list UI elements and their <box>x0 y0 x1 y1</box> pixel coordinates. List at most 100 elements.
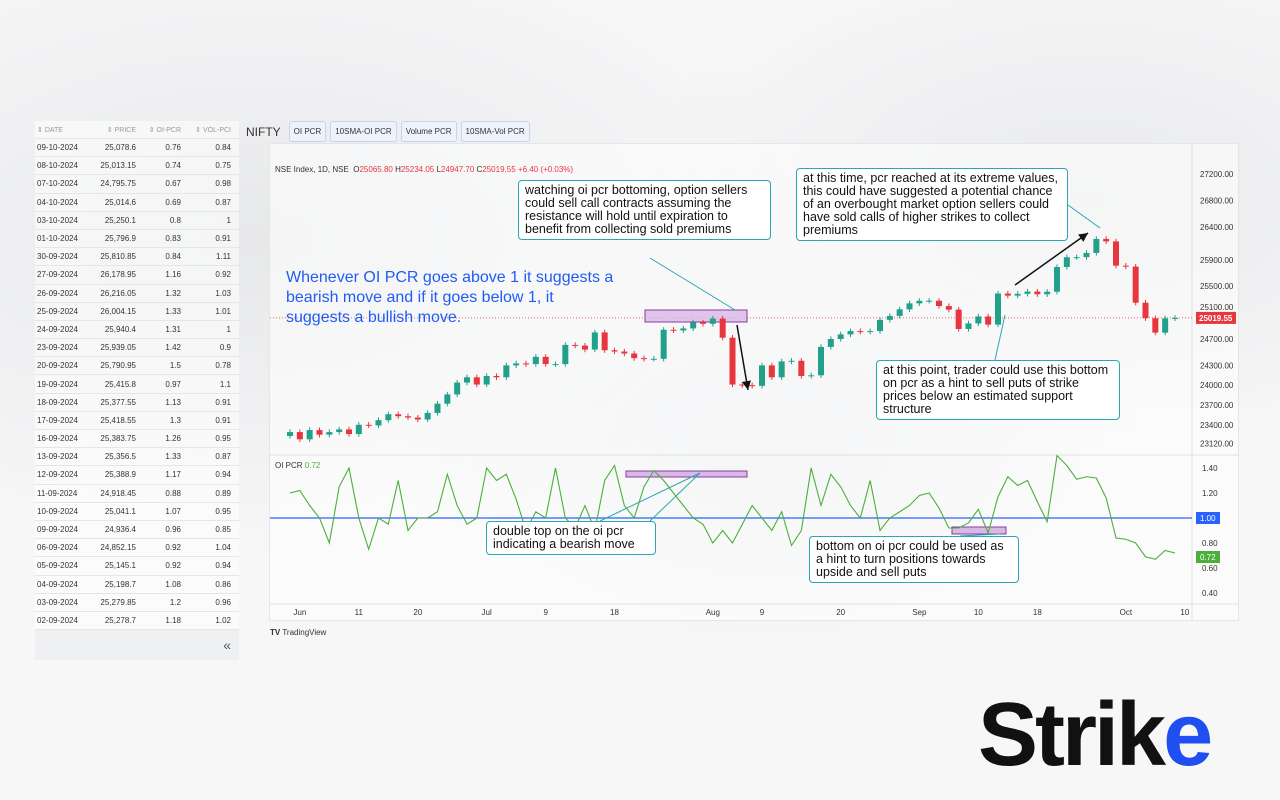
table-cell: 0.91 <box>215 397 231 407</box>
table-cell: 0.91 <box>215 415 231 425</box>
table-row[interactable]: 13-09-2024 25,356.5 1.33 0.87 <box>35 448 239 467</box>
price-tick: 23400.00 <box>1200 421 1234 430</box>
candle <box>336 429 343 433</box>
table-row[interactable]: 02-09-2024 25,278.7 1.18 1.02 <box>35 612 239 631</box>
table-row[interactable]: 24-09-2024 25,940.4 1.31 1 <box>35 321 239 340</box>
connector-n3 <box>994 314 1006 361</box>
table-row[interactable]: 08-10-2024 25,013.15 0.74 0.75 <box>35 157 239 176</box>
table-row[interactable]: 07-10-2024 24,795.75 0.67 0.98 <box>35 175 239 194</box>
candle <box>601 332 608 351</box>
table-cell: 26,216.05 <box>100 288 136 298</box>
tradingview-logo[interactable]: TV TradingView <box>270 628 327 637</box>
table-cell: 0.75 <box>215 161 231 171</box>
candle <box>709 318 716 324</box>
time-tick: 20 <box>836 608 845 617</box>
price-tick: 24300.00 <box>1200 361 1234 370</box>
table-cell: 25,796.9 <box>104 234 136 244</box>
table-row[interactable]: 11-09-2024 24,918.45 0.88 0.89 <box>35 485 239 503</box>
table-cell: 19-09-2024 <box>37 379 78 389</box>
collapse-button[interactable]: « <box>35 630 239 661</box>
table-cell: 07-10-2024 <box>37 179 78 189</box>
candle <box>326 432 333 435</box>
table-cell: 0.96 <box>215 597 231 607</box>
candle <box>316 430 323 435</box>
table-cell: 20-09-2024 <box>37 361 78 371</box>
table-row[interactable]: 25-09-2024 26,004.15 1.33 1.01 <box>35 303 239 321</box>
tab-oi-pcr[interactable]: OI PCR <box>288 121 327 142</box>
table-row[interactable]: 27-09-2024 26,178.95 1.16 0.92 <box>35 266 239 285</box>
table-row[interactable]: 20-09-2024 25,790.95 1.5 0.78 <box>35 357 239 376</box>
symbol-label: NSE Index, 1D, NSE <box>275 165 349 174</box>
table-cell: 0.87 <box>215 452 231 462</box>
table-row[interactable]: 09-09-2024 24,936.4 0.96 0.85 <box>35 521 239 540</box>
table-cell: 1.11 <box>216 252 231 262</box>
table-cell: 06-09-2024 <box>37 543 78 553</box>
table-row[interactable]: 06-09-2024 24,852.15 0.92 1.04 <box>35 539 239 558</box>
table-cell: 25,940.4 <box>104 324 136 334</box>
candle <box>729 337 736 385</box>
time-tick: 9 <box>760 608 765 617</box>
table-row[interactable]: 05-09-2024 25,145.1 0.92 0.94 <box>35 557 239 576</box>
table-cell: 0.88 <box>165 488 181 498</box>
table-row[interactable]: 16-09-2024 25,383.75 1.26 0.95 <box>35 430 239 449</box>
table-cell: 09-10-2024 <box>37 143 78 153</box>
table-cell: 25,014.6 <box>104 197 136 207</box>
table-row[interactable]: 01-10-2024 25,796.9 0.83 0.91 <box>35 230 239 249</box>
table-cell: 25,939.05 <box>100 343 136 353</box>
table-row[interactable]: 03-10-2024 25,250.1 0.8 1 <box>35 212 239 230</box>
table-row[interactable]: 04-10-2024 25,014.6 0.69 0.87 <box>35 194 239 212</box>
pcr-bottom-box <box>951 526 1007 535</box>
table-row[interactable]: 03-09-2024 25,279.85 1.2 0.96 <box>35 594 239 612</box>
table-row[interactable]: 18-09-2024 25,377.55 1.13 0.91 <box>35 394 239 412</box>
table-cell: 0.87 <box>215 197 231 207</box>
col-date[interactable]: ⇕ DATE <box>37 126 63 134</box>
col-price[interactable]: ⇕ PRICE <box>106 126 136 134</box>
table-row[interactable]: 12-09-2024 25,388.9 1.17 0.94 <box>35 466 239 485</box>
candle <box>945 306 952 310</box>
table-cell: 0.98 <box>215 179 231 189</box>
table-cell: 18-09-2024 <box>37 397 78 407</box>
table-cell: 1.03 <box>215 288 231 298</box>
table-cell: 1.33 <box>165 306 181 316</box>
time-tick: 10 <box>1180 608 1189 617</box>
table-cell: 25,388.9 <box>104 470 136 480</box>
table-row[interactable]: 04-09-2024 25,198.7 1.08 0.86 <box>35 576 239 594</box>
table-cell: 25,810.85 <box>100 252 136 262</box>
table-row[interactable]: 19-09-2024 25,415.8 0.97 1.1 <box>35 375 239 394</box>
table-row[interactable]: 10-09-2024 25,041.1 1.07 0.95 <box>35 503 239 521</box>
tab-10sma-vol-pcr[interactable]: 10SMA-Vol PCR <box>460 121 530 142</box>
candle <box>424 412 431 420</box>
table-cell: 0.85 <box>215 525 231 535</box>
table-row[interactable]: 26-09-2024 26,216.05 1.32 1.03 <box>35 285 239 303</box>
col-vol-pcr[interactable]: ⇕ VOL-PCI <box>195 126 231 134</box>
table-cell: 0.9 <box>219 343 231 353</box>
table-cell: 25,377.55 <box>100 397 136 407</box>
table-row[interactable]: 09-10-2024 25,078.6 0.76 0.84 <box>35 139 239 158</box>
col-oi-pcr[interactable]: ⇕ OI-PCR <box>148 126 181 134</box>
candle <box>1122 265 1129 267</box>
table-cell: 17-09-2024 <box>37 415 78 425</box>
candle <box>631 353 638 359</box>
table-row[interactable]: 30-09-2024 25,810.85 0.84 1.11 <box>35 248 239 267</box>
candle <box>454 382 461 395</box>
time-tick: 9 <box>543 608 548 617</box>
candle <box>1132 266 1139 303</box>
table-cell: 0.89 <box>215 488 231 498</box>
candle <box>385 414 392 421</box>
candle <box>346 429 352 435</box>
price-tick: 25100.00 <box>1200 303 1234 312</box>
table-row[interactable]: 23-09-2024 25,939.05 1.42 0.9 <box>35 339 239 358</box>
table-cell: 0.67 <box>165 179 181 189</box>
candle <box>759 365 765 386</box>
table-row[interactable]: 17-09-2024 25,418.55 1.3 0.91 <box>35 412 239 430</box>
candle <box>955 309 962 329</box>
tab-10sma-oi-pcr[interactable]: 10SMA-OI PCR <box>330 121 397 142</box>
price-tick: 23120.00 <box>1200 439 1234 448</box>
table-cell: 10-09-2024 <box>37 506 78 516</box>
table-cell: 1.3 <box>169 415 181 425</box>
pcr-rule-note: Whenever OI PCR goes above 1 it suggests… <box>286 269 614 326</box>
candle <box>936 300 942 307</box>
table-cell: 24-09-2024 <box>37 324 78 334</box>
pcr-tick: 1.20 <box>1202 489 1218 498</box>
tab-volume-pcr[interactable]: Volume PCR <box>400 121 457 142</box>
